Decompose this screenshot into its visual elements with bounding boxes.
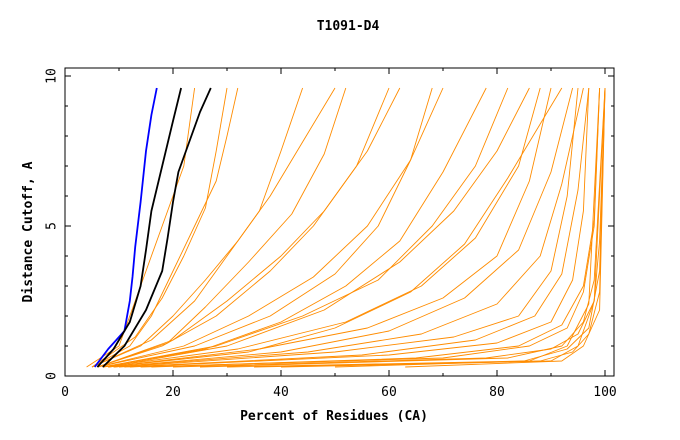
model-curve-8: [118, 87, 579, 368]
highlight-curve-1: [93, 87, 158, 368]
model-curve-21: [151, 87, 601, 368]
model-curve-25: [102, 87, 541, 368]
x-tick-label: 40: [273, 385, 289, 400]
x-tick-label: 0: [61, 385, 69, 400]
model-curve-3: [91, 87, 336, 368]
highlight-curve-2: [96, 87, 182, 368]
model-curve-16: [113, 87, 574, 368]
model-curve-24: [91, 87, 228, 368]
model-curve-26: [253, 87, 606, 368]
model-curve-23: [97, 87, 433, 368]
model-curve-29: [97, 87, 347, 368]
model-curve-6: [102, 87, 509, 368]
model-curve-9: [129, 87, 590, 368]
y-tick-label: 5: [45, 222, 60, 230]
model-curve-28: [113, 87, 584, 368]
x-tick-label: 80: [489, 385, 505, 400]
model-curve-20: [124, 87, 590, 368]
highlight-curves: [93, 87, 212, 368]
model-curve-18: [91, 87, 304, 368]
x-axis: 0 20 40 60 80 100: [61, 68, 617, 400]
model-curve-1: [86, 87, 196, 368]
x-axis-label: Percent of Residues (CA): [240, 409, 428, 424]
highlight-curve-3: [102, 87, 212, 368]
model-curves: [86, 87, 606, 368]
plot-area: [86, 87, 606, 368]
model-curve-14: [405, 87, 606, 368]
model-curve-17: [97, 87, 401, 368]
y-axis: 0 5 10: [45, 68, 614, 380]
model-curve-2: [91, 87, 239, 368]
y-tick-label: 10: [45, 68, 60, 84]
plot-frame: [64, 67, 615, 377]
model-curve-27: [334, 87, 601, 368]
model-curve-4: [97, 87, 390, 368]
chart-title: T1091-D4: [317, 19, 380, 34]
y-axis-label: Distance Cutoff, A: [21, 161, 36, 302]
model-curve-15: [108, 87, 530, 368]
model-curve-22: [199, 87, 606, 368]
model-curve-19: [102, 87, 487, 368]
model-curve-7: [108, 87, 552, 368]
model-curve-30: [108, 87, 563, 368]
x-tick-label: 60: [381, 385, 397, 400]
model-curve-11: [172, 87, 606, 368]
x-tick-label: 100: [593, 385, 616, 400]
model-curve-10: [140, 87, 601, 368]
y-tick-label: 0: [45, 372, 60, 380]
x-tick-label: 20: [165, 385, 181, 400]
